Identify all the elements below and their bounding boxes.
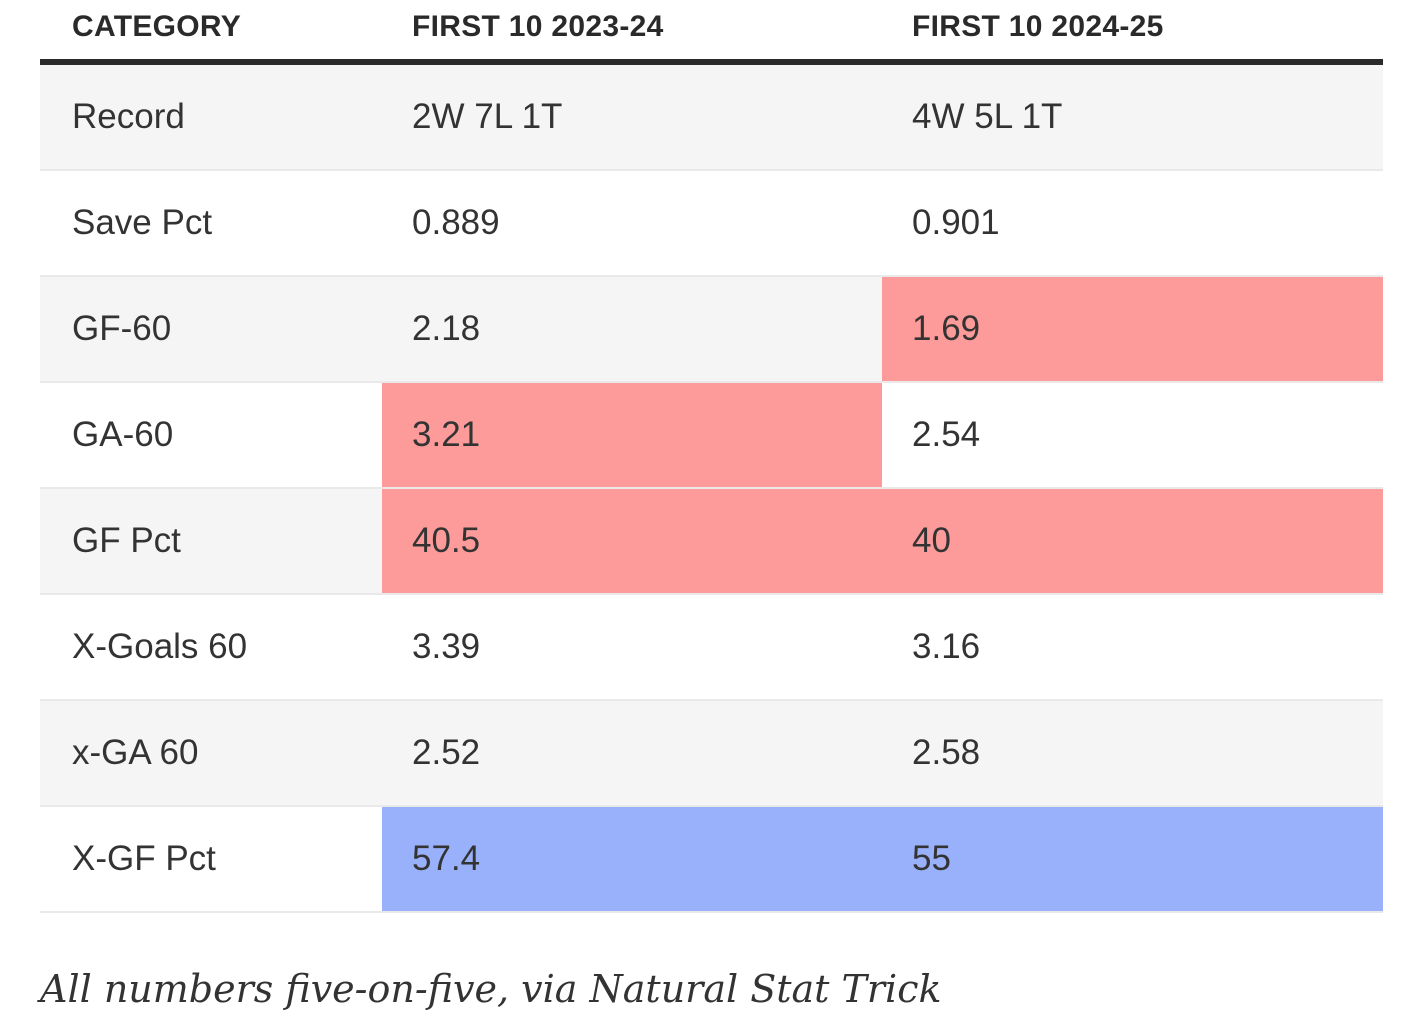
category-cell: x-GA 60 [40, 701, 382, 807]
header-row: CATEGORY FIRST 10 2023-24 FIRST 10 2024-… [40, 0, 1383, 65]
table-row-ga-60: GA-60 3.21 2.54 [40, 383, 1383, 489]
table-row-x-gf-pct: X-GF Pct 57.4 55 [40, 807, 1383, 913]
value-cell-2023-24: 2.18 [382, 277, 882, 383]
value-cell-2023-24: 57.4 [382, 807, 882, 913]
value-cell-2024-25: 40 [882, 489, 1383, 595]
table-row-gf-60: GF-60 2.18 1.69 [40, 277, 1383, 383]
stats-table: CATEGORY FIRST 10 2023-24 FIRST 10 2024-… [40, 0, 1383, 913]
category-cell: GF Pct [40, 489, 382, 595]
table-caption: All numbers five-on-five, via Natural St… [40, 967, 942, 1011]
value-cell-2023-24: 3.39 [382, 595, 882, 701]
value-cell-2024-25: 55 [882, 807, 1383, 913]
category-cell: GA-60 [40, 383, 382, 489]
value-cell-2024-25: 3.16 [882, 595, 1383, 701]
value-cell-2023-24: 2W 7L 1T [382, 65, 882, 171]
category-cell: Save Pct [40, 171, 382, 277]
value-cell-2024-25: 1.69 [882, 277, 1383, 383]
category-cell: X-GF Pct [40, 807, 382, 913]
value-cell-2023-24: 40.5 [382, 489, 882, 595]
column-header-first10-2024-25: FIRST 10 2024-25 [882, 0, 1383, 65]
table-row-x-ga-60: x-GA 60 2.52 2.58 [40, 701, 1383, 807]
stats-table-container: CATEGORY FIRST 10 2023-24 FIRST 10 2024-… [40, 0, 1383, 913]
value-cell-2023-24: 3.21 [382, 383, 882, 489]
column-header-first10-2023-24: FIRST 10 2023-24 [382, 0, 882, 65]
value-cell-2023-24: 2.52 [382, 701, 882, 807]
table-row-x-goals-60: X-Goals 60 3.39 3.16 [40, 595, 1383, 701]
category-cell: Record [40, 65, 382, 171]
value-cell-2023-24: 0.889 [382, 171, 882, 277]
category-cell: GF-60 [40, 277, 382, 383]
table-body: Record 2W 7L 1T 4W 5L 1T Save Pct 0.889 … [40, 65, 1383, 913]
value-cell-2024-25: 0.901 [882, 171, 1383, 277]
value-cell-2024-25: 2.54 [882, 383, 1383, 489]
table-row-save-pct: Save Pct 0.889 0.901 [40, 171, 1383, 277]
value-cell-2024-25: 4W 5L 1T [882, 65, 1383, 171]
table-header: CATEGORY FIRST 10 2023-24 FIRST 10 2024-… [40, 0, 1383, 65]
table-row-record: Record 2W 7L 1T 4W 5L 1T [40, 65, 1383, 171]
column-header-category: CATEGORY [40, 0, 382, 65]
value-cell-2024-25: 2.58 [882, 701, 1383, 807]
table-row-gf-pct: GF Pct 40.5 40 [40, 489, 1383, 595]
category-cell: X-Goals 60 [40, 595, 382, 701]
